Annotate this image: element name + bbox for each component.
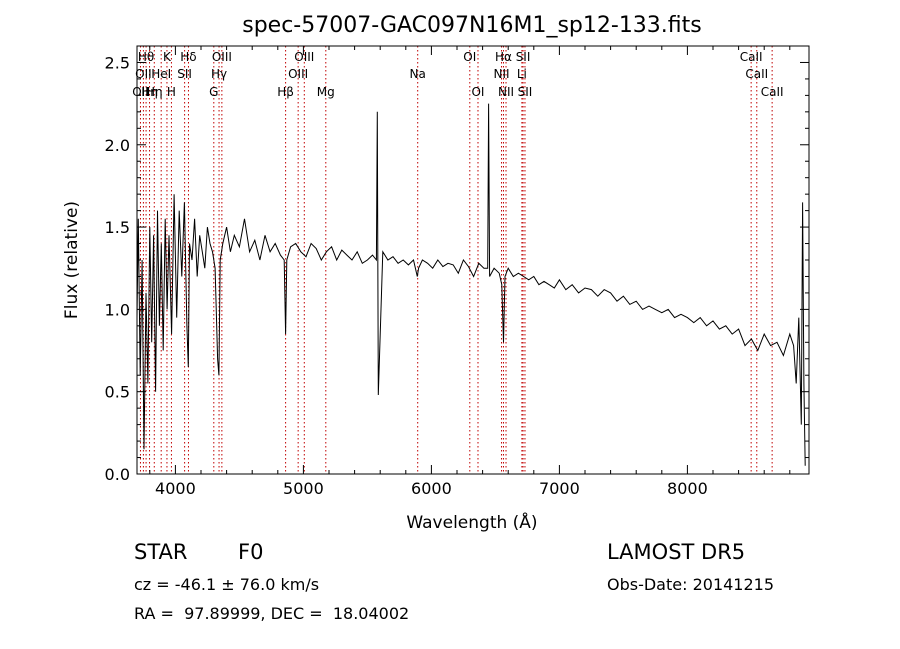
line-label-17: Na (410, 67, 426, 81)
line-label-1: OII (135, 67, 152, 81)
spectral-line-markers (139, 46, 773, 474)
line-label-2: Hθ (138, 50, 154, 64)
line-label-18: OI (463, 50, 476, 64)
y-tick-label-5: 2.5 (105, 53, 130, 72)
line-label-27: CaII (745, 67, 768, 81)
line-label-3: Hη (141, 85, 158, 99)
line-label-20: NII (494, 67, 510, 81)
x-tick-label-0: 4000 (155, 479, 196, 498)
line-label-23: Li (517, 67, 527, 81)
line-label-4: Hη (146, 85, 163, 99)
y-tick-label-3: 1.5 (105, 218, 130, 237)
object-subclass: F0 (238, 540, 264, 564)
y-tick-label-2: 1.0 (105, 300, 130, 319)
line-label-22: NII (498, 85, 514, 99)
line-label-8: SII (177, 67, 192, 81)
line-label-13: Hβ (277, 85, 294, 99)
line-label-10: G (209, 85, 218, 99)
chart-title: spec-57007-GAC097N16M1_sp12-133.fits (242, 13, 702, 38)
line-label-21: Hα (495, 50, 512, 64)
observation-date: Obs-Date: 20141215 (607, 575, 775, 594)
line-label-24: SII (516, 50, 531, 64)
y-axis: 0.0 0.5 1.0 1.5 2.0 2.5 (105, 53, 809, 484)
x-tick-label-3: 7000 (539, 479, 580, 498)
spectrum-series-line (136, 103, 806, 466)
redshift-velocity: cz = -46.1 ± 76.0 km/s (134, 575, 320, 594)
plot-frame (136, 45, 810, 475)
line-label-9: Hδ (180, 50, 196, 64)
x-tick-label-2: 6000 (411, 479, 452, 498)
line-label-6: K (163, 50, 172, 64)
line-label-19: OI (471, 85, 484, 99)
line-label-7: H (167, 85, 176, 99)
survey-name: LAMOST DR5 (607, 540, 746, 564)
line-label-14: OIII (288, 67, 308, 81)
line-label-26: CaII (740, 50, 763, 64)
x-tick-label-1: 5000 (283, 479, 324, 498)
y-tick-label-1: 0.5 (105, 383, 130, 402)
line-label-25: SII (518, 85, 533, 99)
object-class: STAR (134, 540, 188, 564)
y-axis-label: Flux (relative) (62, 201, 82, 319)
line-label-16: Mg (317, 85, 335, 99)
line-label-5: HeI (151, 67, 171, 81)
x-axis-label: Wavelength (Å) (406, 511, 537, 533)
coordinates: RA = 97.89999, DEC = 18.04002 (134, 604, 410, 623)
x-tick-label-4: 8000 (667, 479, 708, 498)
line-label-11: Hγ (211, 67, 227, 81)
line-label-0: OII (132, 85, 149, 99)
line-label-12: OIII (212, 50, 232, 64)
line-label-15: OIII (294, 50, 314, 64)
y-tick-label-4: 2.0 (105, 136, 130, 155)
x-axis: 4000 5000 6000 7000 8000 (149, 46, 791, 498)
line-label-28: CaII (761, 85, 784, 99)
y-tick-label-0: 0.0 (105, 465, 130, 484)
spectral-line-labels: OIIOIIHθHηHηHeIKHSIIHδGHγOIIIHβOIIIOIIIM… (132, 50, 783, 99)
